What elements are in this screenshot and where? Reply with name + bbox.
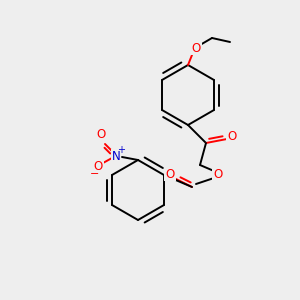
Text: O: O xyxy=(227,130,237,143)
Text: N: N xyxy=(112,149,120,163)
Text: +: + xyxy=(117,145,125,155)
Text: O: O xyxy=(165,167,175,181)
Text: O: O xyxy=(191,41,201,55)
Text: O: O xyxy=(96,128,106,142)
Text: O: O xyxy=(93,160,103,172)
Text: −: − xyxy=(90,169,100,179)
Text: O: O xyxy=(213,169,223,182)
